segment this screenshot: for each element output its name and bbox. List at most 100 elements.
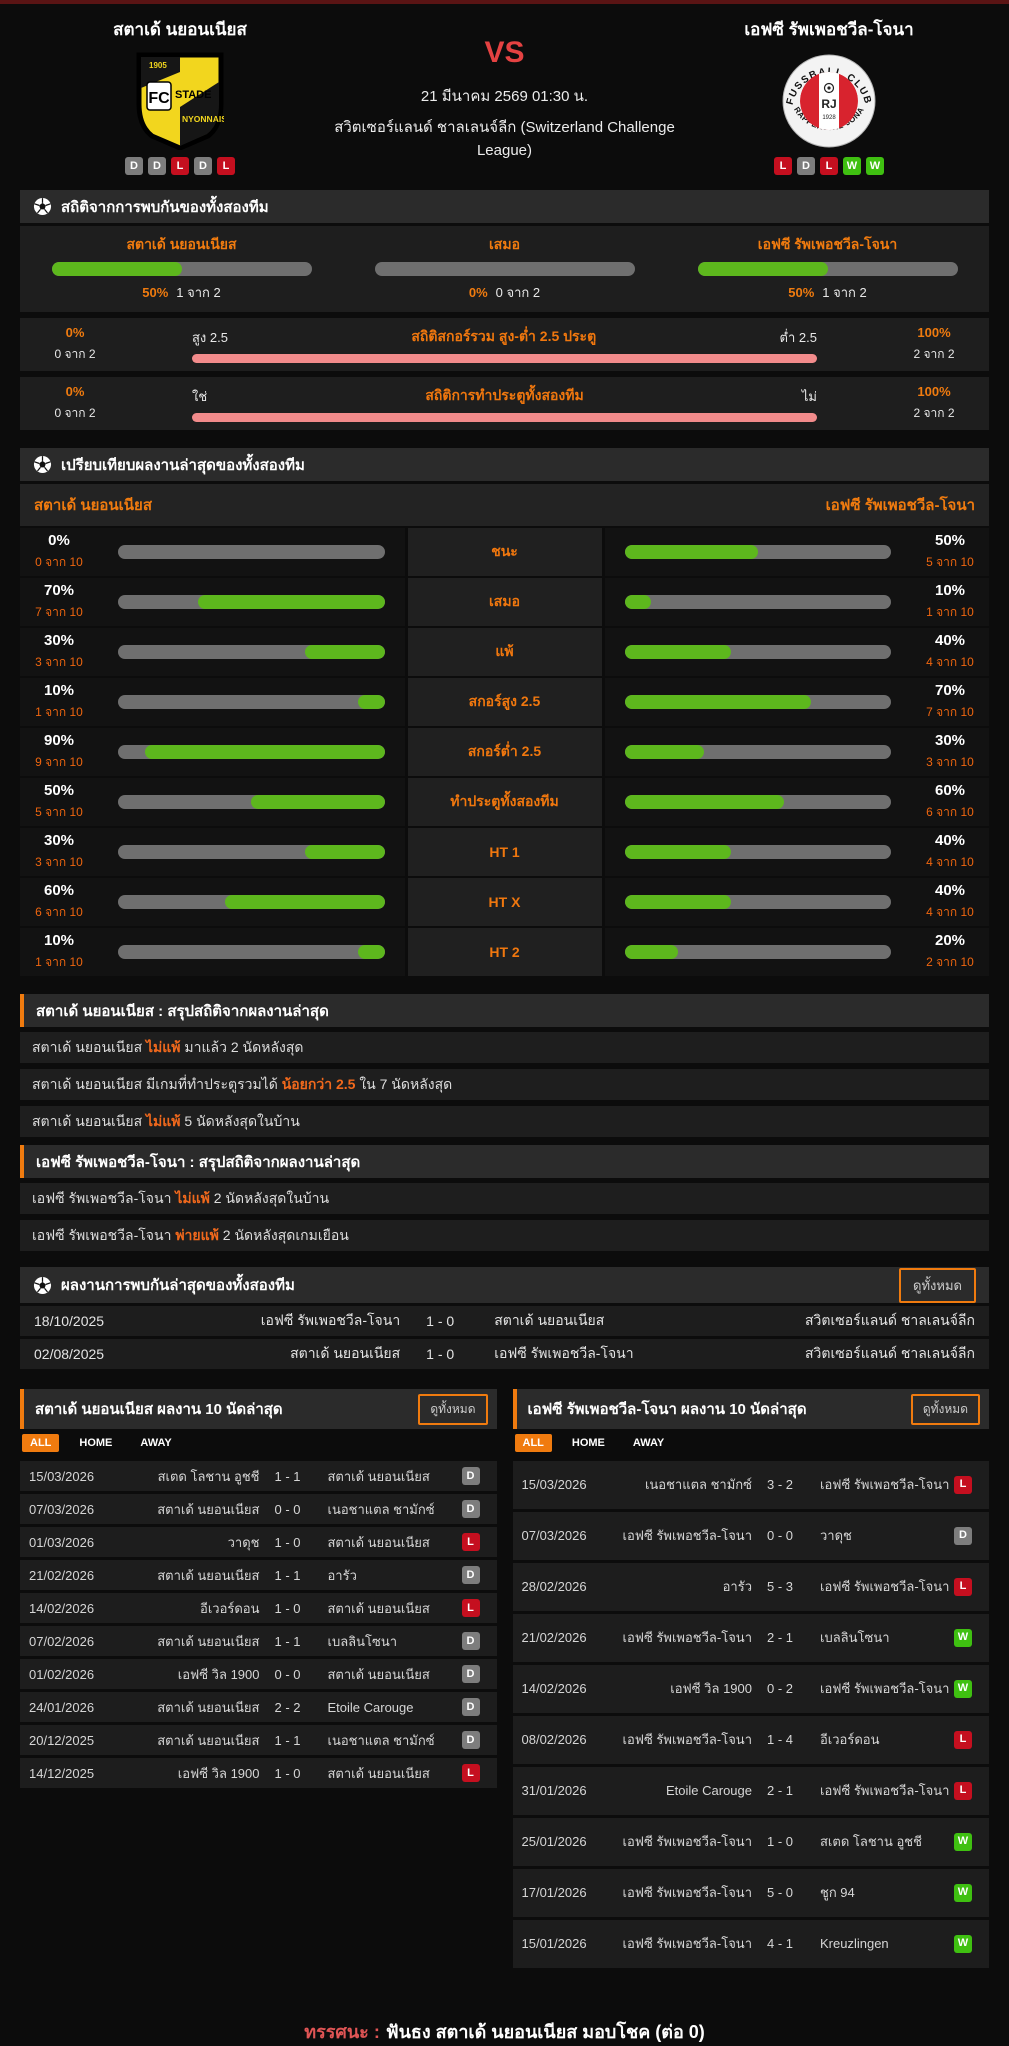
compare-home-fill (197, 595, 385, 609)
compare-home-track (118, 745, 385, 759)
away-team: เนอชาแตล ชามักซ์ (327, 1732, 435, 1748)
compare-away-stat: 60% 6 จาก 10 (911, 778, 989, 826)
away-team: วาดุช (820, 1527, 852, 1543)
compare-row: 50% 5 จาก 10 ทำประตูทั้งสองทีม 60% 6 จาก 10 (20, 778, 989, 826)
away-team: เบลลินโซนา (820, 1629, 890, 1645)
compare-header: เปรียบเทียบผลงานล่าสุดของทั้งสองทีม (20, 448, 989, 481)
home-team: สตาเด้ นยอนเนียส (157, 1633, 260, 1649)
result-badge-d: D (461, 1500, 480, 1518)
compare-row: 90% 9 จาก 10 สกอร์ต่ำ 2.5 30% 3 จาก 10 (20, 728, 989, 776)
compare-home-fill (357, 695, 385, 709)
tab-home[interactable]: HOME (571, 1437, 605, 1449)
away-team-block: เอฟซี รัพเพอชวีล-โจนา FUSSBALL CLUB RAPP… (689, 16, 969, 175)
compare-home-fill (251, 795, 385, 809)
summary-row: เอฟซี รัพเพอชวีล-โจนา ไม่แพ้ 2 นัดหลังสุ… (20, 1183, 989, 1214)
tab-home[interactable]: HOME (79, 1437, 113, 1449)
home-team: เอฟซี รัพเพอชวีล-โจนา (622, 1935, 752, 1951)
away-team: Etoile Carouge (327, 1699, 414, 1715)
form-badge-d: D (125, 157, 143, 175)
under-stat: 100% 2 จาก 2 (879, 325, 989, 364)
h2h-view-all-button[interactable]: ดูทั้งหมด (899, 1267, 976, 1303)
tab-all[interactable]: ALL (514, 1434, 552, 1452)
result-badge-wrap: D (461, 1665, 488, 1683)
tab-away[interactable]: AWAY (632, 1437, 665, 1449)
btts-yes-count: 0 จาก 2 (54, 406, 96, 420)
result-badge-w: W (954, 1884, 972, 1902)
home-team: เอฟซี รัพเพอชวีล-โจนา (622, 1731, 752, 1747)
result-badge-w: W (954, 1629, 972, 1647)
btts-yes-stat: 0% 0 จาก 2 (20, 384, 130, 423)
compare-away-stat: 50% 5 จาก 10 (911, 528, 989, 576)
compare-away-name: เอฟซี รัพเพอชวีล-โจนา (825, 497, 975, 514)
match-date: 01/02/2026 (29, 1666, 95, 1682)
compare-away-pct: 10% (934, 582, 966, 599)
match-date: 31/01/2026 (521, 1782, 587, 1798)
result-badge-wrap: W (954, 1629, 980, 1647)
away-recent-view-all-button[interactable]: ดูทั้งหมด (910, 1393, 980, 1425)
home-team: อารัว (722, 1578, 752, 1594)
match-row: 07/03/2026 สตาเด้ นยอนเนียส 0 - 0 เนอชาแตล … (20, 1494, 497, 1524)
h2h-stat-pct: 50% (788, 285, 815, 300)
match-date: 21/02/2026 (29, 1567, 95, 1583)
result-badge-d: D (461, 1731, 480, 1749)
form-badge-l: L (820, 157, 838, 175)
over-count: 0 จาก 2 (54, 347, 96, 361)
compare-away-count: 4 จาก 10 (926, 905, 974, 919)
result-badge-d: D (461, 1698, 480, 1716)
home-recent-header: สตาเด้ นยอนเนียส ผลงาน 10 นัดล่าสุด ดูทั… (20, 1389, 497, 1429)
result-badge-wrap: D (461, 1566, 488, 1584)
h2h-match-row: 18/10/2025 เอฟซี รัพเพอชวีล-โจนา 1 - 0 สตาเ… (20, 1306, 989, 1336)
h2h-stat-count: 0 จาก 2 (495, 285, 541, 300)
btts-yes-pct: 0% (65, 384, 85, 399)
result-badge-wrap: W (954, 1833, 980, 1851)
result-badge-wrap: D (461, 1500, 488, 1518)
compare-home-stat: 30% 3 จาก 10 (20, 828, 98, 876)
home-recent-view-all-button[interactable]: ดูทั้งหมด (418, 1393, 488, 1425)
compare-metric-label: HT X (407, 878, 602, 926)
match-row: 08/02/2026 เอฟซี รัพเพอชวีล-โจนา 1 - 4 อีเว… (512, 1716, 989, 1764)
match-score: 1 - 1 (274, 1567, 301, 1583)
compare-home-fill (304, 645, 385, 659)
compare-home-bar (98, 828, 405, 876)
away-team: อีเวอร์ดอน (820, 1731, 880, 1747)
summary-text: เอฟซี รัพเพอชวีล-โจนา (32, 1226, 176, 1243)
match-score: 0 - 0 (766, 1527, 793, 1543)
h2h-stat-column: เอฟซี รัพเพอชวีล-โจนา 50% 1 จาก 2 (666, 234, 989, 303)
compare-home-bar (98, 878, 405, 926)
h2h-over-under-row: 0% 0 จาก 2 สูง 2.5 สถิติสกอร์รวม สูง-ต่ำ… (20, 318, 989, 371)
summary-text: 5 นัดหลังสุดในบ้าน (180, 1112, 300, 1129)
over-under-bar (192, 354, 817, 363)
compare-home-pct: 10% (43, 932, 75, 949)
tab-away[interactable]: AWAY (140, 1437, 172, 1449)
away-summary-rows: เอฟซี รัพเพอชวีล-โจนา ไม่แพ้ 2 นัดหลังสุ… (20, 1183, 989, 1251)
svg-text:1905: 1905 (149, 61, 167, 70)
tab-all[interactable]: ALL (22, 1434, 60, 1452)
compare-home-track (118, 645, 385, 659)
svg-text:1928: 1928 (822, 115, 836, 121)
match-row: 14/12/2025 เอฟซี วิล 1900 1 - 0 สตาเด้ นยอน… (20, 1758, 497, 1788)
result-badge-wrap: D (461, 1731, 488, 1749)
compare-away-count: 5 จาก 10 (926, 555, 974, 569)
match-score: 5 - 0 (766, 1884, 793, 1900)
match-score: 1 - 0 (274, 1534, 301, 1550)
compare-away-pct: 50% (934, 532, 966, 549)
match-date: 15/01/2026 (521, 1935, 587, 1951)
result-badge-l: L (954, 1476, 972, 1494)
h2h-stat-label: เอฟซี รัพเพอชวีล-โจนา (757, 236, 898, 252)
home-team-logo: 1905 FC STADE NYONNAIS (136, 52, 224, 150)
compare-away-pct: 40% (934, 882, 966, 899)
soccer-ball-icon (33, 197, 52, 216)
away-team: สตาเด้ นยอนเนียส (327, 1468, 430, 1484)
result-badge-l: L (954, 1731, 972, 1749)
compare-away-count: 1 จาก 10 (926, 605, 974, 619)
compare-away-count: 4 จาก 10 (926, 655, 974, 669)
result-badge-wrap: W (954, 1935, 980, 1953)
compare-away-fill (624, 845, 732, 859)
compare-away-bar (604, 778, 911, 826)
compare-away-stat: 40% 4 จาก 10 (911, 828, 989, 876)
form-badge-l: L (171, 157, 189, 175)
result-badge-d: D (461, 1566, 480, 1584)
compare-away-count: 7 จาก 10 (926, 705, 974, 719)
compare-home-bar (98, 628, 405, 676)
btts-no-label: ไม่ (801, 388, 817, 404)
